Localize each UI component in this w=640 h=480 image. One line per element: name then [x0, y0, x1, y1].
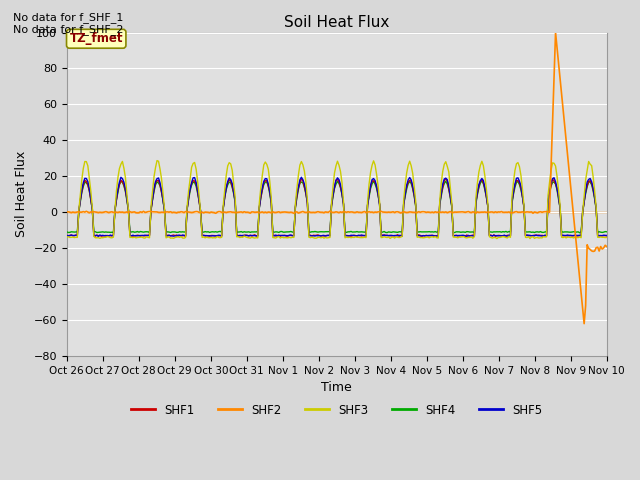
Text: No data for f_SHF_1: No data for f_SHF_1	[13, 12, 123, 23]
Text: No data for f_SHF_2: No data for f_SHF_2	[13, 24, 124, 35]
Legend: SHF1, SHF2, SHF3, SHF4, SHF5: SHF1, SHF2, SHF3, SHF4, SHF5	[127, 399, 547, 421]
Text: TZ_fmet: TZ_fmet	[70, 32, 123, 45]
X-axis label: Time: Time	[321, 381, 352, 394]
Y-axis label: Soil Heat Flux: Soil Heat Flux	[15, 151, 28, 238]
Title: Soil Heat Flux: Soil Heat Flux	[284, 15, 389, 30]
